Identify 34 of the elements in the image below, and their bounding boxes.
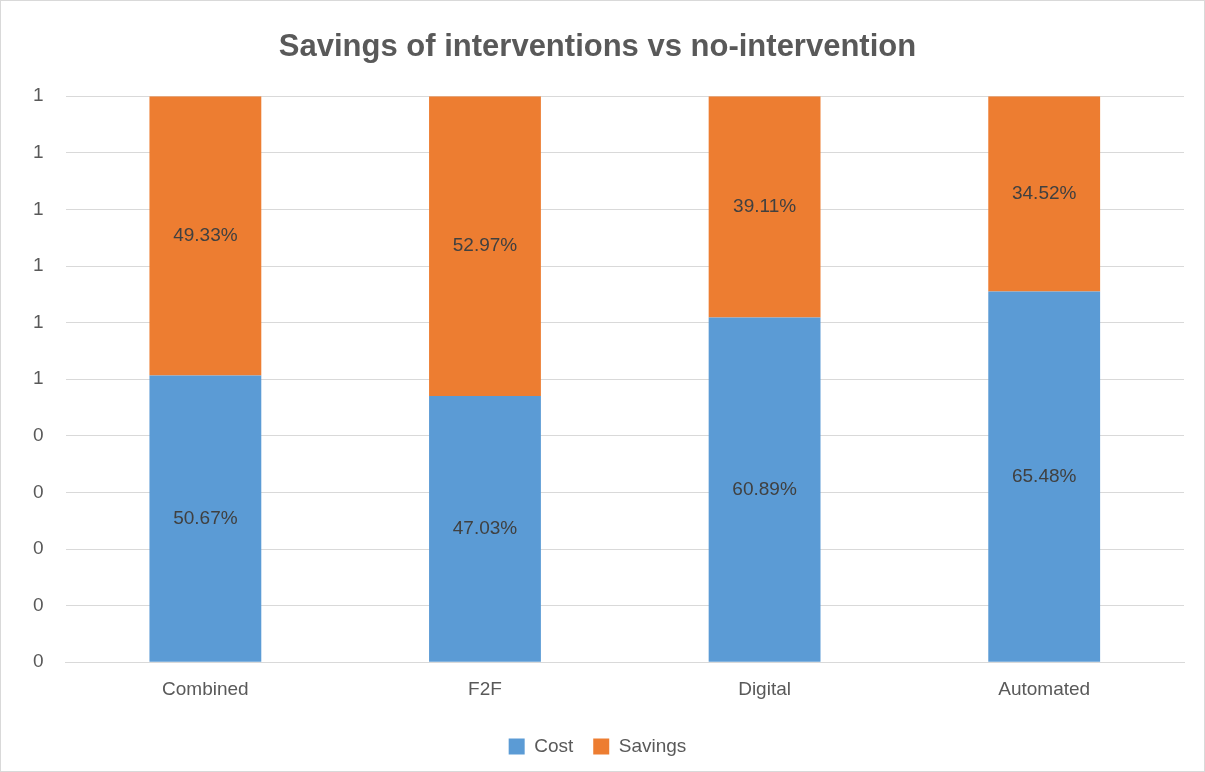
data-label: 39.11% (733, 195, 797, 217)
y-tick-label: 1 (32, 367, 44, 389)
x-tick-label: Combined (162, 677, 249, 699)
data-label: 34.52% (1011, 182, 1077, 204)
legend-label: Savings (618, 734, 687, 756)
x-tick-label: F2F (468, 677, 502, 699)
x-tick-label: Automated (998, 677, 1091, 699)
data-label: 50.67% (173, 506, 238, 528)
y-tick-label: 0 (32, 593, 44, 615)
data-label: 60.89% (732, 477, 797, 499)
data-label: 47.03% (452, 517, 518, 539)
bar (429, 396, 541, 662)
y-tick-label: 0 (32, 650, 44, 672)
bar (988, 291, 1101, 662)
data-label: 49.33% (173, 224, 238, 246)
data-label: 52.97% (452, 234, 518, 256)
y-tick-label: 0 (32, 480, 44, 502)
y-tick-label: 0 (32, 537, 44, 559)
bar (708, 96, 821, 318)
legend-label: Cost (534, 734, 574, 756)
data-label: 65.48% (1011, 464, 1077, 486)
bar (149, 375, 262, 662)
y-tick-label: 1 (32, 254, 44, 276)
y-tick-label: 1 (32, 310, 44, 332)
y-tick-label: 1 (32, 141, 44, 163)
bar (708, 317, 821, 662)
bar (988, 96, 1101, 292)
x-tick-label: Digital (738, 677, 791, 699)
bar (149, 96, 262, 376)
bar (429, 96, 541, 397)
y-tick-label: 1 (32, 84, 44, 106)
y-tick-label: 0 (32, 424, 44, 446)
chart-title: Savings of interventions vs no-intervention (278, 28, 917, 64)
y-tick-label: 1 (32, 197, 44, 219)
